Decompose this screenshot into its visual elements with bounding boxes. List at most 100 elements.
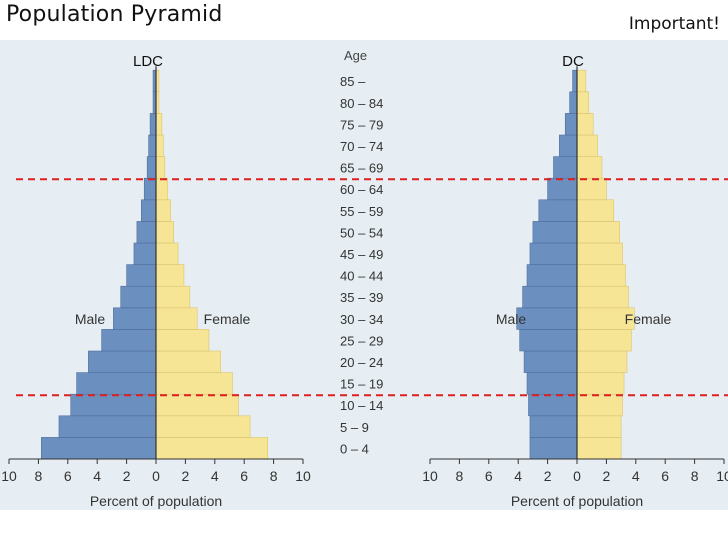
bar-male <box>88 350 157 373</box>
female-label: Female <box>625 311 672 327</box>
bar-female <box>576 329 632 352</box>
age-label: 65 – 69 <box>340 161 383 176</box>
important-note: Important! <box>628 14 720 34</box>
x-tick-label: 6 <box>661 468 669 484</box>
bar-male <box>126 264 157 287</box>
panel-title: LDC <box>133 53 163 70</box>
bar-female <box>576 415 622 438</box>
bar-male <box>564 113 578 136</box>
bar-female <box>576 264 626 287</box>
x-tick-label: 2 <box>123 468 131 484</box>
x-axis-title: Percent of population <box>90 493 222 509</box>
x-axis-title: Percent of population <box>511 493 643 509</box>
bar-female <box>155 437 269 460</box>
age-label: 30 – 34 <box>340 312 383 327</box>
bar-female <box>155 113 163 136</box>
bar-female <box>155 415 251 438</box>
x-tick-label: 4 <box>211 468 219 484</box>
x-tick-label: 6 <box>64 468 72 484</box>
bar-female <box>155 285 191 309</box>
bar-female <box>155 264 185 287</box>
bar-female <box>576 437 622 460</box>
age-label: 10 – 14 <box>340 398 383 413</box>
bar-male <box>529 415 578 438</box>
panel-title: DC <box>562 53 584 70</box>
slide-title: Population Pyramid <box>6 2 223 27</box>
age-label: 0 – 4 <box>340 441 369 456</box>
bar-female <box>576 199 615 222</box>
bar-female <box>576 242 623 265</box>
age-label: 80 – 84 <box>340 96 383 111</box>
x-tick-label: 0 <box>152 468 160 484</box>
bar-female <box>576 113 594 136</box>
bar-male <box>529 242 578 265</box>
bar-male <box>141 199 157 222</box>
pyramid-figure: 10 8 6 4 2 0 2 4 6 8 10 Percent of population LDC Mal… <box>0 40 728 510</box>
bar-male <box>120 285 157 309</box>
bar-male <box>526 264 578 287</box>
bar-male <box>528 393 578 417</box>
bar-female <box>576 221 620 244</box>
bar-female <box>576 393 623 417</box>
bar-female <box>155 221 174 244</box>
x-tick-label: 4 <box>514 468 522 484</box>
bar-female <box>155 177 169 201</box>
x-tick-label: 4 <box>93 468 101 484</box>
bar-male <box>133 242 157 265</box>
male-label: Male <box>75 311 106 327</box>
bar-female <box>155 372 233 395</box>
pyramid-chart: 10 8 6 4 2 0 2 4 6 8 10 Percent of population LDC Mal… <box>1 48 728 509</box>
bar-male <box>569 91 578 114</box>
bar-male <box>101 329 157 352</box>
female-label: Female <box>204 311 251 327</box>
age-label: 35 – 39 <box>340 290 383 305</box>
bar-male <box>113 307 157 330</box>
bar-male <box>547 177 578 201</box>
age-title: Age <box>344 48 367 63</box>
bar-male <box>529 437 578 460</box>
bar-male <box>522 285 578 309</box>
bar-female <box>576 69 587 93</box>
bar-male <box>146 156 157 179</box>
age-label: 70 – 74 <box>340 139 383 154</box>
bar-male <box>553 156 578 179</box>
x-tick-label: 2 <box>182 468 190 484</box>
bar-male <box>76 372 157 395</box>
age-label: 40 – 44 <box>340 269 383 284</box>
bar-female <box>576 372 625 395</box>
x-tick-label: 4 <box>632 468 640 484</box>
bar-female <box>576 177 607 201</box>
bar-male <box>523 350 578 373</box>
age-label: 50 – 54 <box>340 225 383 240</box>
x-tick-label: 2 <box>603 468 611 484</box>
bar-male <box>538 199 578 222</box>
bar-female <box>155 350 221 373</box>
bar-female <box>155 134 164 157</box>
male-label: Male <box>496 311 527 327</box>
bar-male <box>519 329 578 352</box>
bar-male <box>572 69 578 93</box>
x-tick-label: 8 <box>456 468 464 484</box>
x-tick-label: 10 <box>295 468 311 484</box>
bar-female <box>576 134 598 157</box>
bar-male <box>70 393 157 417</box>
bar-female <box>576 285 629 309</box>
bar-male <box>526 372 578 395</box>
x-tick-label: 8 <box>691 468 699 484</box>
x-tick-label: 10 <box>716 468 728 484</box>
bar-male <box>143 177 157 201</box>
bar-male <box>148 134 157 157</box>
bar-female <box>576 350 628 373</box>
bar-female <box>155 199 171 222</box>
bar-male <box>58 415 157 438</box>
bar-male <box>559 134 578 157</box>
bar-female <box>576 91 590 114</box>
x-tick-label: 6 <box>485 468 493 484</box>
age-label: 20 – 24 <box>340 355 383 370</box>
bar-female <box>155 329 210 352</box>
bar-male <box>532 221 578 244</box>
age-label: 85 – <box>340 74 366 89</box>
age-label: 55 – 59 <box>340 204 383 219</box>
bar-male <box>41 437 157 460</box>
bar-male <box>136 221 157 244</box>
